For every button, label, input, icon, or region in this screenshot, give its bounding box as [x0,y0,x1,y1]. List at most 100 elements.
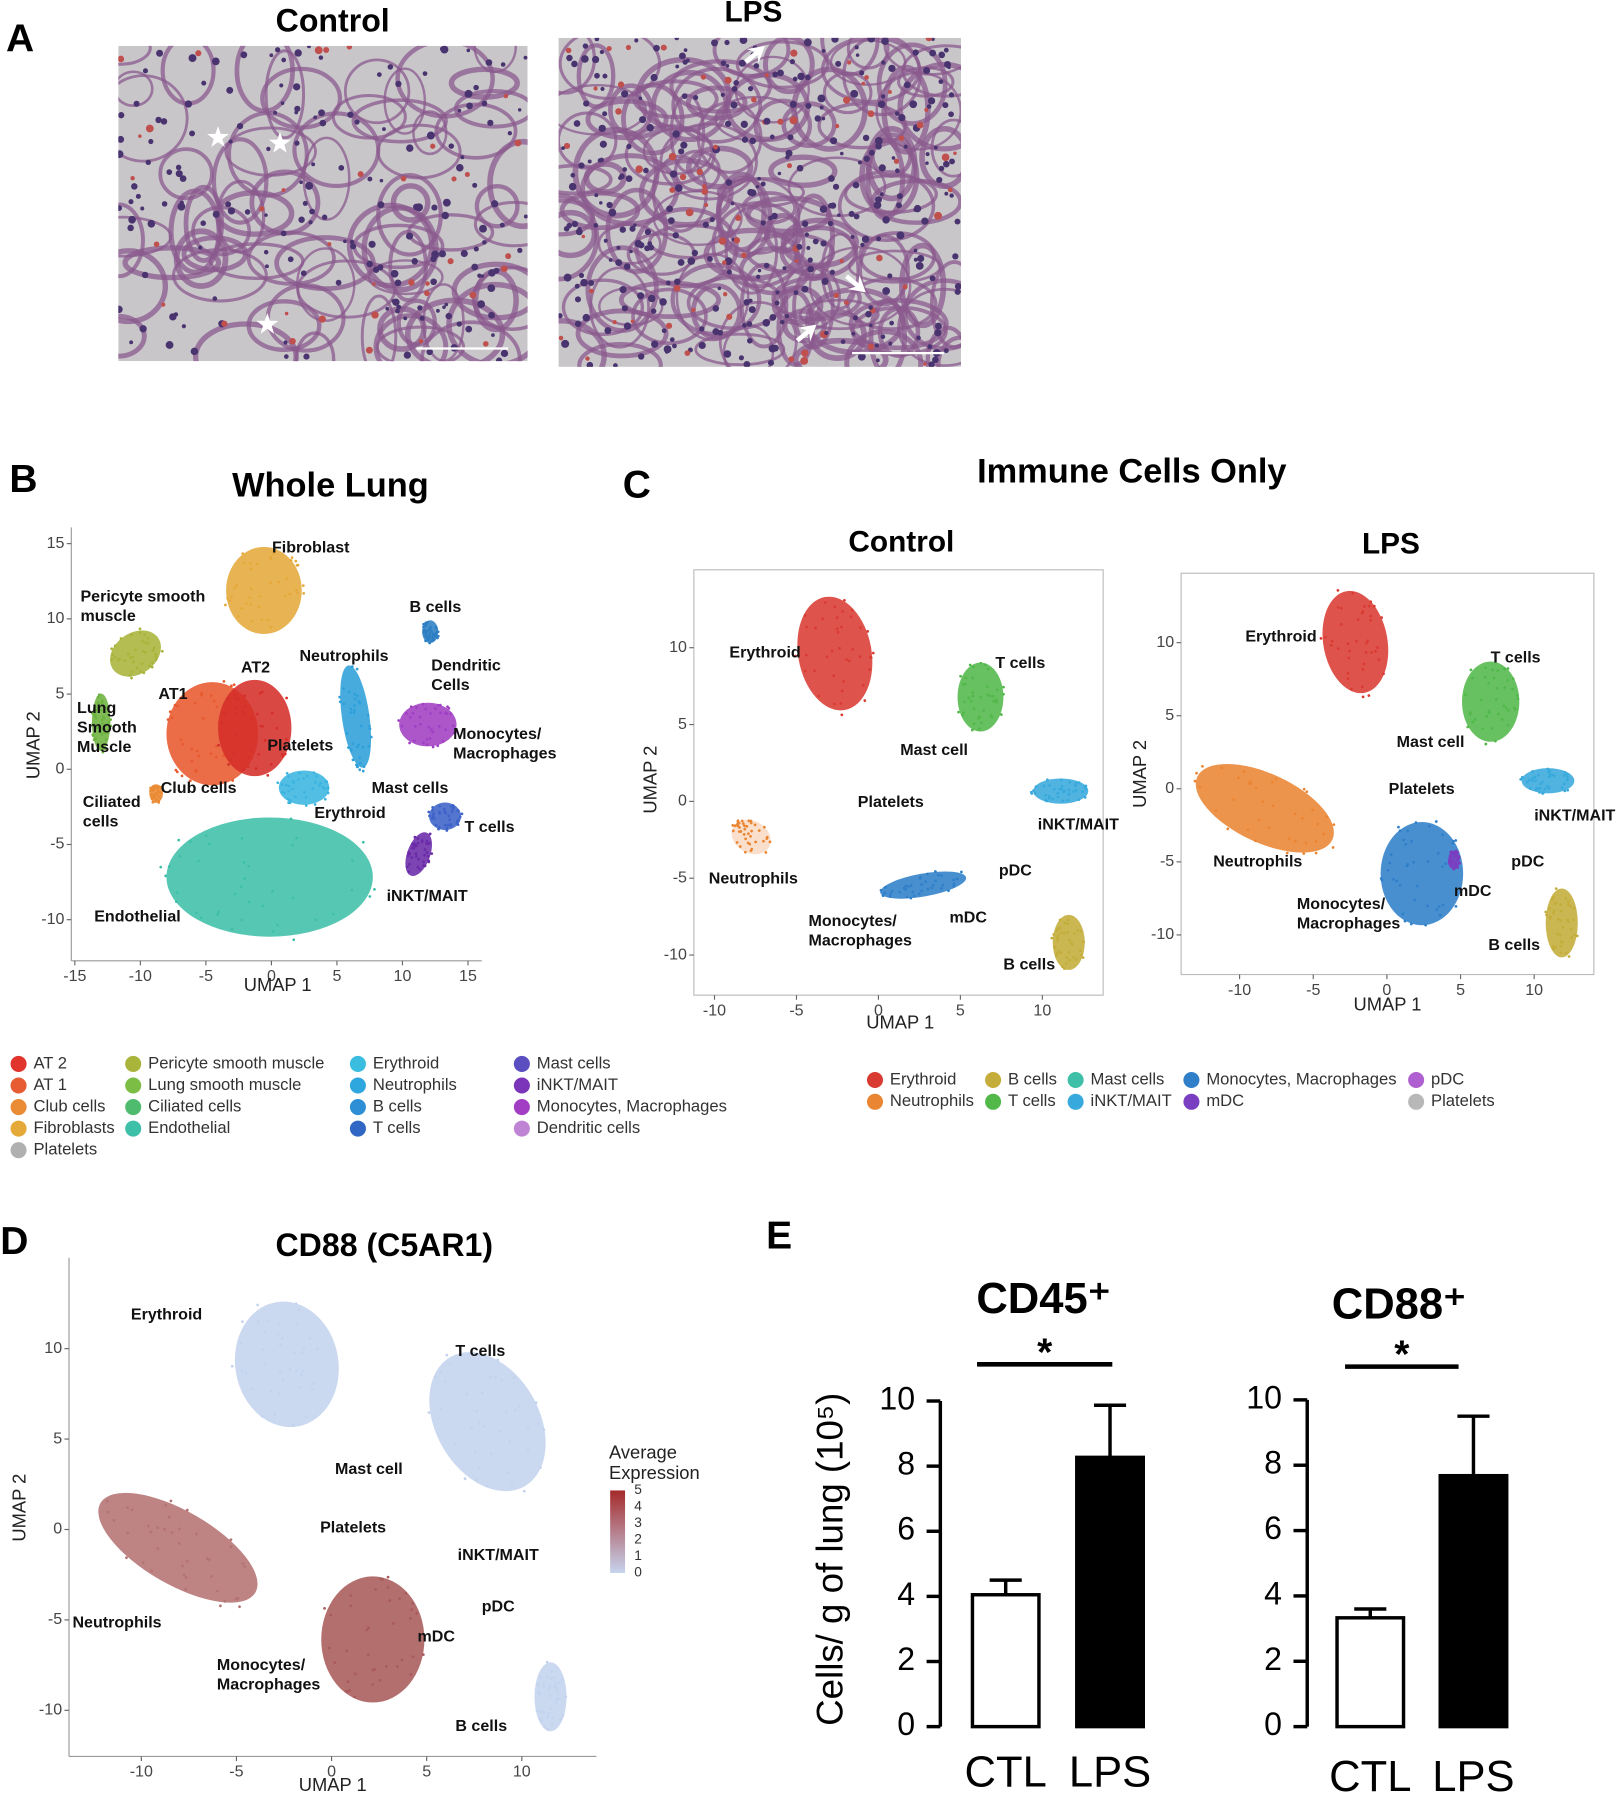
legend-swatch [866,1071,884,1089]
cell-nucleus [166,169,173,176]
cell-point [561,1714,565,1717]
cell-point [835,616,839,620]
cell-point [118,657,121,661]
cell-point [352,709,356,712]
cell-point [1068,938,1071,942]
cell-point [881,894,885,898]
cell-point [1261,800,1265,803]
cell-point [554,1681,557,1685]
cell-point [1232,798,1236,801]
cell-point [344,1690,348,1693]
cell-point [422,622,425,626]
cell-nucleus [775,290,780,295]
alveolar-wall [868,297,908,367]
cell-nucleus [639,116,647,124]
cell-point [1311,808,1314,812]
cell-point [424,639,428,643]
cell-point [805,653,808,657]
cell-point [256,712,259,716]
cell-point [260,690,264,694]
y-tick-label: 0 [53,1520,62,1538]
cell-point [1388,861,1392,865]
cell-point [429,712,432,715]
cell-point [258,595,262,598]
cell-point [920,889,924,893]
bar [1438,1473,1509,1729]
cell-nucleus [629,249,633,254]
cell-nucleus [281,188,286,193]
cell-point [424,707,428,711]
cell-point [735,841,739,844]
y-tick-label: 10 [1246,1379,1282,1415]
cell-point [843,598,846,602]
cell-point [926,872,929,876]
cell-point [436,744,440,748]
cell-nucleus [283,354,289,359]
cell-point [821,617,824,621]
cell-point [283,595,287,598]
cluster-label: AT2 [241,659,270,677]
significance-mark: * [1394,1334,1410,1377]
cell-point [298,771,301,775]
cell-nucleus [161,302,166,307]
cell-point [1048,784,1051,787]
cell-nucleus [212,210,220,218]
cell-nucleus [593,86,598,91]
cell-nucleus [354,119,360,125]
cell-point [1533,775,1537,779]
cell-point [1067,792,1070,796]
cell-point [1302,787,1306,791]
cell-point [327,1646,331,1650]
cell-nucleus [574,283,580,289]
cell-point [130,633,133,637]
cell-point [840,689,844,693]
legend-label: Monocytes, Macrophages [1206,1069,1396,1088]
cell-point [247,755,251,759]
cell-point [496,1358,500,1362]
cell-point [454,729,458,733]
cell-point [1193,779,1197,783]
cell-nucleus [720,92,725,97]
cell-point [176,704,179,708]
cell-point [425,630,429,634]
cell-nucleus [933,145,938,150]
cell-point [1077,798,1081,802]
alveolar-wall [118,313,147,359]
cell-point [1053,945,1057,949]
cell-nucleus [616,245,621,250]
cluster-label: Monocytes/ [217,1656,306,1674]
cell-point [1426,860,1430,863]
cell-nucleus [625,175,633,183]
y-tick-label: 4 [1264,1575,1282,1611]
cell-point [968,663,972,667]
cell-point [373,888,376,891]
cell-point [244,704,248,708]
cell-nucleus [424,290,430,297]
cell-nucleus [264,213,268,217]
cell-point [356,694,359,698]
alveolar-wall [487,138,528,230]
cell-point [444,711,448,715]
cell-point [1389,853,1393,857]
cell-nucleus [835,60,842,67]
cell-point [445,826,449,830]
cell-point [548,1694,552,1698]
cell-nucleus [917,254,925,263]
cell-nucleus [942,102,949,109]
cell-point [465,1392,469,1396]
cell-point [323,797,327,801]
alveolar-wall [883,37,961,76]
cell-point [1052,787,1056,791]
cell-point [1573,933,1577,937]
cell-point [294,559,298,563]
cell-nucleus [677,258,685,266]
cell-point [1456,863,1460,867]
cell-nucleus [881,60,886,65]
cell-point [177,838,181,842]
cell-point [321,785,325,789]
cell-point [291,780,295,783]
cell-point [1075,957,1078,961]
cell-nucleus [445,312,453,320]
cell-nucleus [514,139,522,147]
cell-point [233,586,237,590]
